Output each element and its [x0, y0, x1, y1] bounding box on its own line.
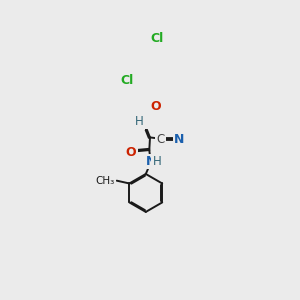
Text: N: N	[146, 155, 156, 168]
Text: C: C	[156, 133, 165, 146]
Text: Cl: Cl	[121, 74, 134, 87]
Text: H: H	[153, 155, 161, 168]
Text: H: H	[134, 116, 143, 128]
Text: O: O	[126, 146, 136, 159]
Text: N: N	[174, 133, 185, 146]
Text: O: O	[151, 100, 161, 113]
Text: CH₃: CH₃	[95, 176, 115, 186]
Text: Cl: Cl	[151, 32, 164, 45]
